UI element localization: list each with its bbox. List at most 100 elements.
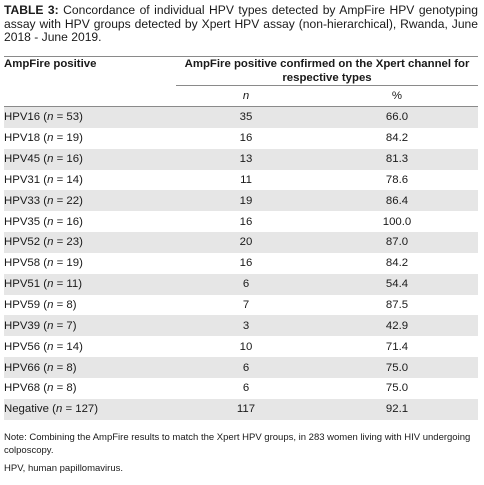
sample-count: 11 <box>66 278 79 291</box>
n-symbol: n <box>47 194 54 207</box>
row-label: HPV66 (n = 8) <box>4 357 176 378</box>
table-row: HPV39 (n = 7) 3 42.9 <box>4 315 478 337</box>
column-group-header: AmpFire positive confirmed on the Xpert … <box>176 56 478 86</box>
table-row: Negative (n = 127) 117 92.1 <box>4 398 478 420</box>
confirmed-n: 20 <box>176 232 316 253</box>
n-symbol: n <box>47 257 54 270</box>
confirmed-percent: 42.9 <box>316 315 478 337</box>
table-row: HPV16 (n = 53) 35 66.0 <box>4 105 478 128</box>
confirmed-percent: 54.4 <box>316 273 478 295</box>
confirmed-n: 16 <box>239 132 253 145</box>
row-label: HPV56 (n = 14) <box>4 340 83 353</box>
n-symbol: n <box>47 111 54 124</box>
confirmed-n: 7 <box>242 299 250 312</box>
confirmed-n: 11 <box>240 173 252 186</box>
table-row: HPV68 (n = 8) 6 75.0 <box>4 378 478 399</box>
confirmed-percent: 71.4 <box>385 340 409 353</box>
confirmed-n: 3 <box>176 315 316 337</box>
hpv-type: HPV31 <box>4 173 41 186</box>
confirmed-percent: 92.1 <box>316 398 478 420</box>
sample-count: 8 <box>66 382 73 395</box>
hpv-type: HPV33 <box>4 194 41 207</box>
sample-count: 7 <box>66 319 73 332</box>
hpv-type: HPV45 <box>4 153 41 166</box>
hpv-type: HPV39 <box>4 319 41 332</box>
confirmed-n: 35 <box>176 105 316 128</box>
confirmed-n: 6 <box>176 357 316 378</box>
table-row: HPV18 (n = 19) 16 84.2 <box>4 128 478 149</box>
n-symbol: n <box>47 340 54 353</box>
hpv-type: HPV59 <box>4 299 41 312</box>
table-row: HPV56 (n = 14) 10 71.4 <box>4 336 478 357</box>
column-header-ampfire-positive: AmpFire positive <box>4 56 176 107</box>
n-symbol: n <box>47 236 54 249</box>
row-label: HPV52 (n = 23) <box>4 232 176 253</box>
n-symbol: n <box>47 319 54 332</box>
n-symbol: n <box>47 215 54 228</box>
hpv-type: HPV68 <box>4 382 41 395</box>
sample-count: 8 <box>66 361 73 374</box>
row-label: HPV51 (n = 11) <box>4 273 176 295</box>
row-label: HPV16 (n = 53) <box>4 105 176 128</box>
confirmed-n: 10 <box>239 340 253 353</box>
hpv-type: HPV52 <box>4 236 41 249</box>
confirmed-n: 16 <box>239 257 253 270</box>
row-label: HPV18 (n = 19) <box>4 132 83 145</box>
sample-count: 16 <box>66 153 80 166</box>
table-row: HPV52 (n = 23) 20 87.0 <box>4 232 478 253</box>
table-body: HPV16 (n = 53) 35 66.0 HPV18 (n = 19) 16 84.2… <box>4 105 478 420</box>
sample-count: 14 <box>66 173 80 186</box>
confirmed-percent: 75.0 <box>316 357 478 378</box>
hpv-type: HPV66 <box>4 361 41 374</box>
table-label: TABLE 3: <box>4 3 59 17</box>
n-symbol: n <box>47 173 54 186</box>
concordance-table: AmpFire positive AmpFire positive confir… <box>4 56 478 420</box>
n-symbol: n <box>47 361 54 374</box>
table-row: HPV58 (n = 19) 16 84.2 <box>4 253 478 274</box>
confirmed-n: 13 <box>176 148 316 170</box>
sample-count: 127 <box>75 403 95 416</box>
sample-count: 14 <box>66 340 80 353</box>
n-symbol: n <box>47 299 54 312</box>
confirmed-n: 6 <box>242 382 250 395</box>
row-label: HPV33 (n = 22) <box>4 190 176 212</box>
confirmed-percent: 87.0 <box>316 232 478 253</box>
row-label: HPV68 (n = 8) <box>4 382 77 395</box>
row-label: HPV58 (n = 19) <box>4 257 83 270</box>
sample-count: 8 <box>66 299 73 312</box>
confirmed-percent: 84.2 <box>385 257 409 270</box>
sample-count: 53 <box>66 111 80 124</box>
hpv-type: HPV18 <box>4 132 41 145</box>
confirmed-percent: 100.0 <box>382 215 412 228</box>
confirmed-percent: 75.0 <box>385 382 409 395</box>
table-row: HPV33 (n = 22) 19 86.4 <box>4 190 478 212</box>
confirmed-n: 6 <box>176 273 316 295</box>
confirmed-n: 19 <box>176 190 316 212</box>
table-row: HPV35 (n = 16) 16 100.0 <box>4 211 478 232</box>
confirmed-percent: 78.6 <box>385 173 409 186</box>
table-row: HPV66 (n = 8) 6 75.0 <box>4 357 478 378</box>
table-row: HPV31 (n = 14) 11 78.6 <box>4 170 478 191</box>
confirmed-percent: 87.5 <box>385 299 409 312</box>
hpv-type: HPV35 <box>4 215 41 228</box>
confirmed-percent: 81.3 <box>316 148 478 170</box>
sample-count: 23 <box>66 236 80 249</box>
table-row: HPV59 (n = 8) 7 87.5 <box>4 295 478 316</box>
caption-text: Concordance of individual HPV types dete… <box>4 3 478 45</box>
confirmed-percent: 86.4 <box>316 190 478 212</box>
hpv-type: HPV58 <box>4 257 41 270</box>
row-label: HPV39 (n = 7) <box>4 315 176 337</box>
column-header-n: n <box>242 90 250 102</box>
confirmed-percent: 66.0 <box>316 105 478 128</box>
confirmed-n: 117 <box>176 398 316 420</box>
table-note: Note: Combining the AmpFire results to m… <box>4 432 471 456</box>
row-label: HPV45 (n = 16) <box>4 148 176 170</box>
n-symbol: n <box>47 278 54 291</box>
n-symbol: n <box>47 153 54 166</box>
row-label: Negative (n = 127) <box>4 398 176 420</box>
n-symbol: n <box>47 382 54 395</box>
sample-count: 22 <box>66 194 80 207</box>
hpv-type: HPV51 <box>4 278 41 291</box>
table-row: HPV45 (n = 16) 13 81.3 <box>4 148 478 170</box>
hpv-type: HPV56 <box>4 340 41 353</box>
